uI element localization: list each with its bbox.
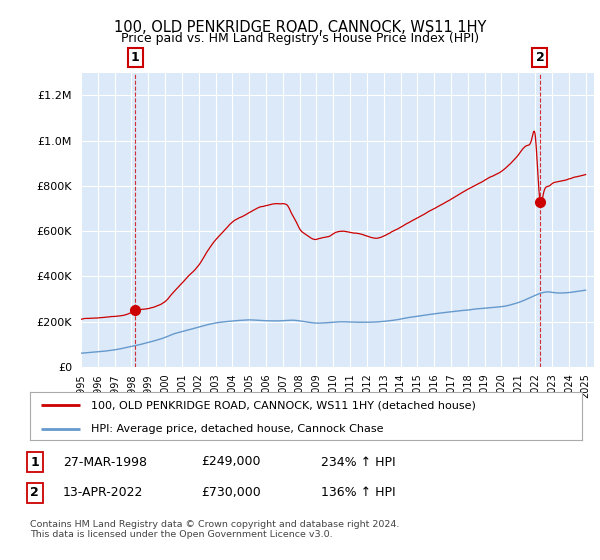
Text: 2: 2 (31, 486, 39, 500)
Text: Price paid vs. HM Land Registry's House Price Index (HPI): Price paid vs. HM Land Registry's House … (121, 32, 479, 45)
Text: 1: 1 (131, 51, 140, 64)
Text: 2: 2 (536, 51, 544, 64)
Text: 1: 1 (31, 455, 39, 469)
Text: Contains HM Land Registry data © Crown copyright and database right 2024.
This d: Contains HM Land Registry data © Crown c… (30, 520, 400, 539)
Text: £730,000: £730,000 (201, 486, 261, 500)
Text: 234% ↑ HPI: 234% ↑ HPI (321, 455, 395, 469)
Text: 13-APR-2022: 13-APR-2022 (63, 486, 143, 500)
Text: 27-MAR-1998: 27-MAR-1998 (63, 455, 147, 469)
Text: £249,000: £249,000 (201, 455, 260, 469)
Text: 100, OLD PENKRIDGE ROAD, CANNOCK, WS11 1HY (detached house): 100, OLD PENKRIDGE ROAD, CANNOCK, WS11 1… (91, 400, 476, 410)
Text: 136% ↑ HPI: 136% ↑ HPI (321, 486, 395, 500)
Text: 100, OLD PENKRIDGE ROAD, CANNOCK, WS11 1HY: 100, OLD PENKRIDGE ROAD, CANNOCK, WS11 1… (114, 20, 486, 35)
Text: HPI: Average price, detached house, Cannock Chase: HPI: Average price, detached house, Cann… (91, 424, 383, 434)
